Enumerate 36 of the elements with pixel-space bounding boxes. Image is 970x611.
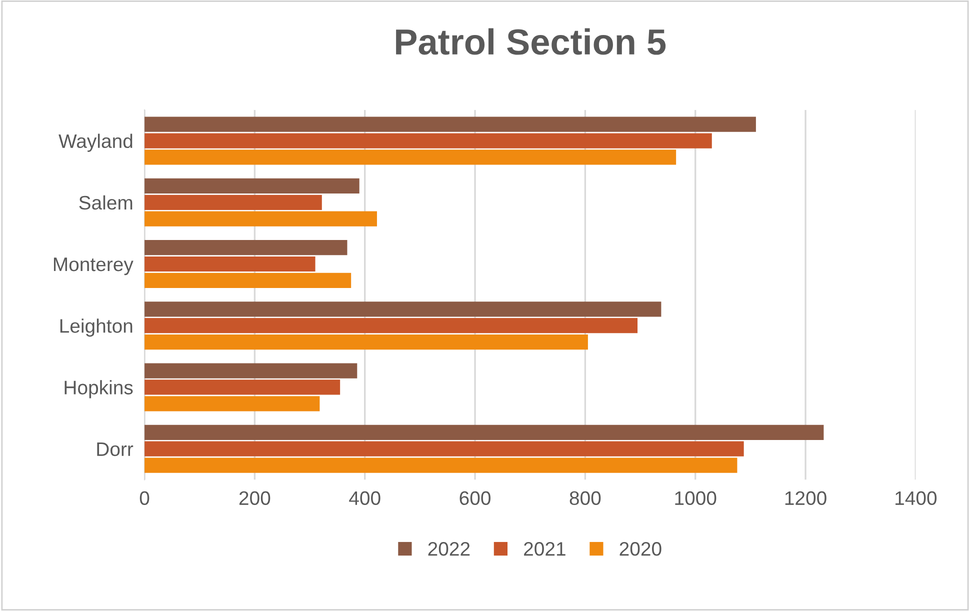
bar <box>144 334 588 350</box>
bar <box>144 396 320 412</box>
bar <box>144 458 738 473</box>
x-tick-label: 200 <box>239 491 270 506</box>
x-tick-label: 0 <box>140 491 150 506</box>
legend-label: 2021 <box>524 542 566 556</box>
bar <box>144 116 756 132</box>
y-tick-label: Hopkins <box>64 380 133 398</box>
bar <box>144 363 358 378</box>
bar <box>144 211 377 226</box>
legend-label: 2022 <box>428 542 470 556</box>
bar <box>144 133 712 148</box>
x-tick-label: 400 <box>349 491 380 506</box>
x-tick-label: 1000 <box>675 491 716 506</box>
x-tick-label: 1200 <box>785 491 826 506</box>
y-tick-label: Wayland <box>58 134 132 152</box>
bar <box>144 380 340 395</box>
bar <box>144 150 676 165</box>
x-tick-label: 600 <box>460 491 490 506</box>
bar <box>144 302 662 317</box>
legend-label: 2020 <box>620 542 662 556</box>
x-tick-label: 800 <box>570 491 601 506</box>
y-tick-label: Monterey <box>54 258 134 276</box>
bar <box>144 441 744 456</box>
bar <box>144 256 316 272</box>
y-tick-label: Leighton <box>60 318 132 337</box>
bar <box>144 194 322 210</box>
bar <box>144 240 348 256</box>
y-tick-label: Dorr <box>97 442 134 456</box>
x-tick-label: 1400 <box>896 491 937 506</box>
bar <box>144 424 824 440</box>
bar <box>144 318 638 334</box>
bar <box>144 272 352 288</box>
chart-title: Patrol Section 5 <box>396 28 666 55</box>
y-tick-label: Salem <box>79 195 132 210</box>
bar <box>144 178 360 194</box>
